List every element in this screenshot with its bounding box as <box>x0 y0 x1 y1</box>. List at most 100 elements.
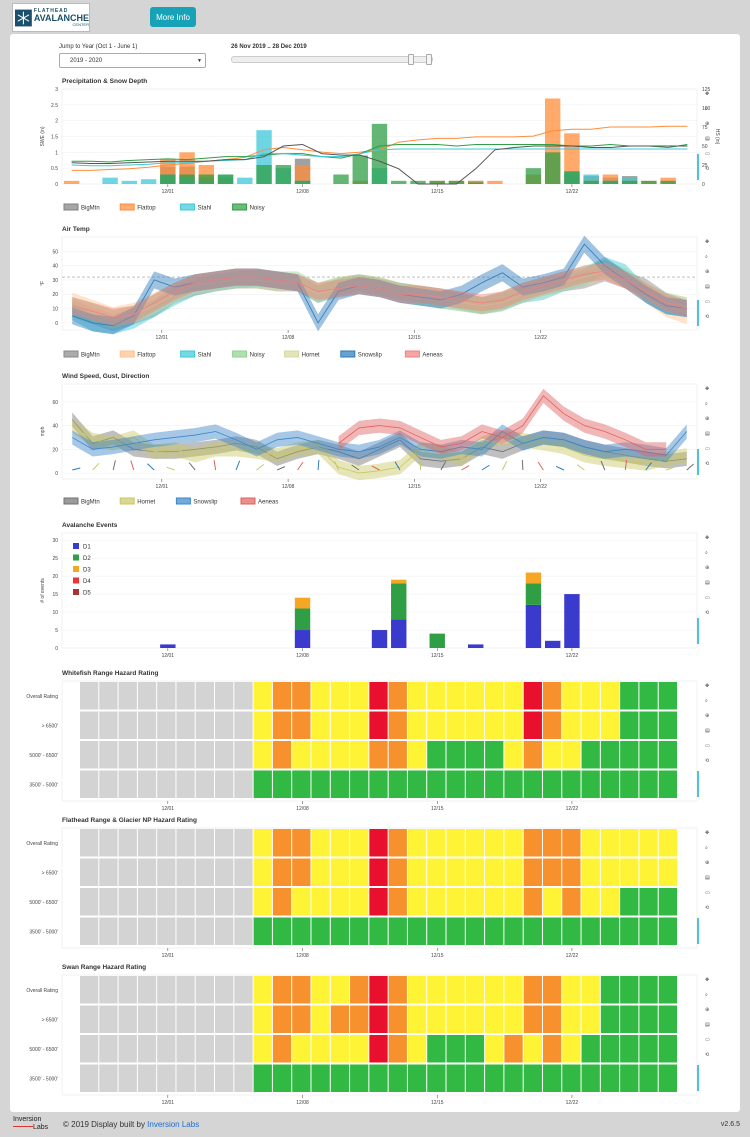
reset-icon[interactable]: ⟲ <box>705 461 709 467</box>
y-tick-label: 10 <box>52 610 58 616</box>
y-tick-label: 20 <box>52 292 58 298</box>
hazard-cell <box>253 1035 272 1063</box>
series-band <box>72 257 687 335</box>
hover-icon[interactable]: ▭ <box>705 595 710 601</box>
wheel-zoom-icon[interactable]: ⊕ <box>705 860 709 866</box>
hazard-cell <box>407 682 427 710</box>
save-icon[interactable]: ▤ <box>705 580 710 586</box>
logo-line3: CENTER <box>72 21 89 27</box>
hazard-cell <box>581 1064 600 1092</box>
date-range-slider[interactable] <box>231 54 433 65</box>
hazard-cell <box>292 682 311 710</box>
hazard-cell <box>272 1035 292 1063</box>
slider-start-handle[interactable] <box>408 54 414 65</box>
wheel-zoom-icon[interactable]: ⊕ <box>705 416 709 422</box>
x-tick-label: 12/01 <box>162 953 175 959</box>
hazard-cell <box>446 888 465 916</box>
toolbar-active-marker <box>697 771 699 797</box>
hazard-cell <box>620 976 639 1004</box>
hover-icon[interactable]: ▭ <box>705 1037 710 1043</box>
wheel-zoom-icon[interactable]: ⊕ <box>705 1007 709 1013</box>
hazard-cell <box>272 888 292 916</box>
y-tick-label: 60 <box>52 400 58 406</box>
hazard-cell <box>658 682 677 710</box>
reset-icon[interactable]: ⟲ <box>705 610 709 616</box>
hazard-cell <box>465 1064 485 1092</box>
hazard-cell <box>234 682 253 710</box>
precip-bar <box>237 177 253 184</box>
save-icon[interactable]: ▤ <box>705 1022 710 1028</box>
hazard-cell <box>658 741 677 769</box>
zoom-icon[interactable]: ⌕ <box>705 401 708 407</box>
zoom-icon[interactable]: ⌕ <box>705 106 708 112</box>
pan-icon[interactable]: ✥ <box>705 239 709 245</box>
hazard-cell <box>504 1035 523 1063</box>
hazard-cell <box>330 1035 350 1063</box>
zoom-icon[interactable]: ⌕ <box>705 845 708 851</box>
reset-icon[interactable]: ⟲ <box>705 166 709 172</box>
zoom-icon[interactable]: ⌕ <box>705 992 708 998</box>
wheel-zoom-icon[interactable]: ⊕ <box>705 713 709 719</box>
more-info-button[interactable]: More Info <box>150 7 196 27</box>
fac-logo[interactable]: FLATHEAD AVALANCHE CENTER <box>12 3 90 32</box>
hazard-cell <box>215 917 234 945</box>
pan-icon[interactable]: ✥ <box>705 91 709 97</box>
hazard-cell <box>465 1035 485 1063</box>
hazard-cell <box>407 917 427 945</box>
hover-icon[interactable]: ▭ <box>705 743 710 749</box>
hazard-cell <box>311 1005 330 1033</box>
inversion-labs-link[interactable]: Inversion Labs <box>147 1120 200 1129</box>
hazard-cell <box>562 1035 581 1063</box>
reset-icon[interactable]: ⟲ <box>705 905 709 911</box>
wind-direction-arrow <box>92 462 100 471</box>
hazard-cell <box>388 888 407 916</box>
hazard-cell <box>350 888 369 916</box>
hazard-cell <box>292 976 311 1004</box>
row-label: Overall Rating <box>26 841 58 847</box>
pan-icon[interactable]: ✥ <box>705 386 709 392</box>
reset-icon[interactable]: ⟲ <box>705 758 709 764</box>
zoom-icon[interactable]: ⌕ <box>705 698 708 704</box>
hazard-cell <box>272 858 292 886</box>
hover-icon[interactable]: ▭ <box>705 151 710 157</box>
logo-top-text: Inversion <box>13 1116 42 1123</box>
hazard-cell <box>388 1005 407 1033</box>
hazard-cell <box>485 1064 504 1092</box>
hazard-cell <box>600 829 620 857</box>
wind-direction-arrow <box>686 463 695 471</box>
y-tick-label: 0 <box>55 321 58 327</box>
hazard-cell <box>485 711 504 739</box>
precip-bar <box>583 180 599 184</box>
hazard-cell <box>176 770 195 798</box>
wheel-zoom-icon[interactable]: ⊕ <box>705 565 709 571</box>
plot-area <box>61 236 698 331</box>
wind-direction-arrow <box>166 466 175 471</box>
legend-swatch <box>404 350 420 358</box>
reset-icon[interactable]: ⟲ <box>705 314 709 320</box>
year-select[interactable]: 2019 - 2020 ▼ <box>59 53 206 68</box>
hover-icon[interactable]: ▭ <box>705 890 710 896</box>
hover-icon[interactable]: ▭ <box>705 299 710 305</box>
zoom-icon[interactable]: ⌕ <box>705 254 708 260</box>
precip-bar <box>371 123 388 184</box>
hover-icon[interactable]: ▭ <box>705 446 710 452</box>
save-icon[interactable]: ▤ <box>705 136 710 142</box>
reset-icon[interactable]: ⟲ <box>705 1052 709 1058</box>
legend-swatch <box>340 350 356 358</box>
save-icon[interactable]: ▤ <box>705 728 710 734</box>
pan-icon[interactable]: ✥ <box>705 535 709 541</box>
save-icon[interactable]: ▤ <box>705 284 710 290</box>
pan-icon[interactable]: ✥ <box>705 977 709 983</box>
pan-icon[interactable]: ✥ <box>705 830 709 836</box>
wheel-zoom-icon[interactable]: ⊕ <box>705 121 709 127</box>
wheel-zoom-icon[interactable]: ⊕ <box>705 269 709 275</box>
save-icon[interactable]: ▤ <box>705 431 710 437</box>
hazard-cell <box>639 711 658 739</box>
pan-icon[interactable]: ✥ <box>705 683 709 689</box>
save-icon[interactable]: ▤ <box>705 875 710 881</box>
zoom-icon[interactable]: ⌕ <box>705 550 708 556</box>
wind-direction-arrow <box>394 461 401 471</box>
slider-end-handle[interactable] <box>426 54 432 65</box>
wind-direction-arrow <box>666 466 675 471</box>
hazard-cell <box>658 829 677 857</box>
